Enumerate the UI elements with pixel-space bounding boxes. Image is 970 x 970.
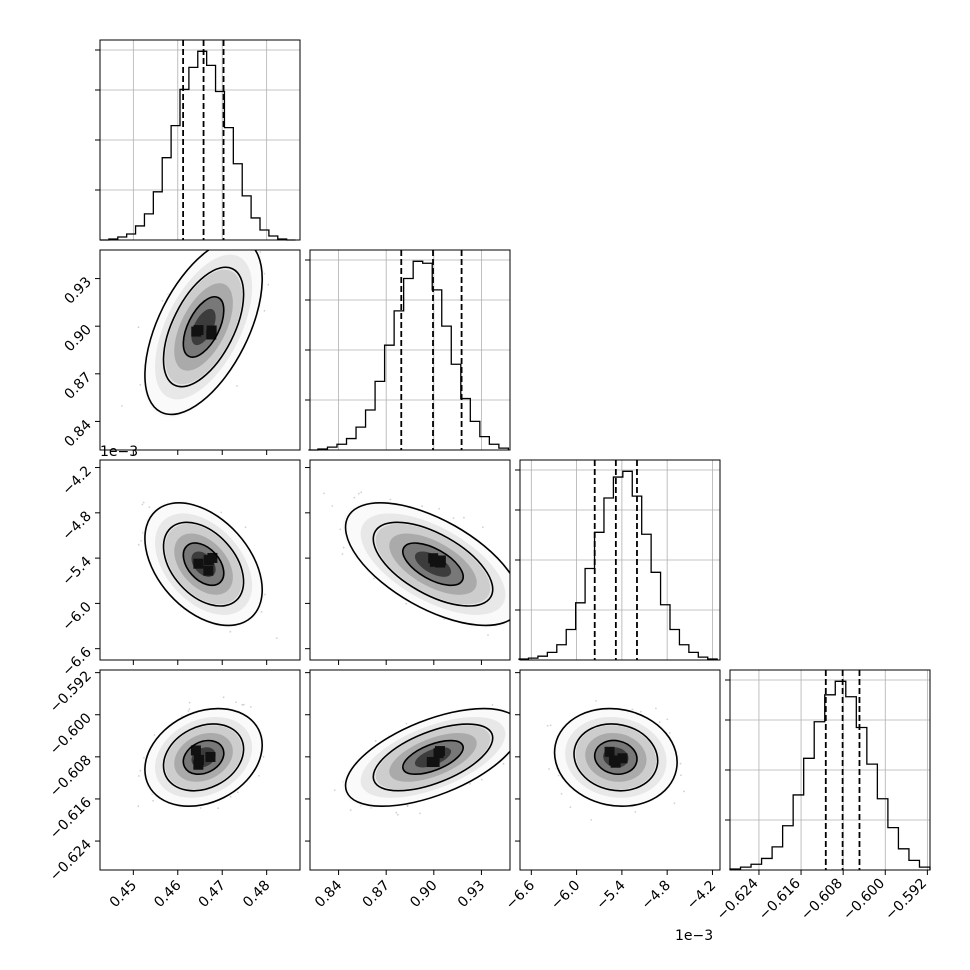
x-tick-label: −0.600 [840, 876, 888, 924]
histogram-steps [729, 680, 931, 870]
panel-content [546, 700, 685, 821]
y-tick-label: −6.0 [59, 599, 94, 634]
panel-content [333, 704, 510, 816]
y-tick-label: 0.93 [61, 274, 94, 307]
histogram-steps [518, 470, 718, 660]
x-tick-label: −4.2 [684, 878, 719, 913]
histogram-steps [308, 260, 510, 451]
density-cell [203, 565, 214, 576]
panel-frame [309, 459, 511, 661]
contour-line [402, 542, 464, 587]
density-cell [193, 558, 204, 569]
y-tick-label: 0.87 [61, 369, 94, 402]
contour-line [182, 542, 225, 587]
density-cell [205, 751, 216, 762]
histogram-panel-0 [95, 39, 301, 241]
scatter-panel-2-3: −6.6 −6.0 −5.4 −4.8 −4.2 1e−3 [503, 669, 721, 944]
contour-line [593, 739, 638, 776]
panel-frame [309, 669, 511, 871]
panel-frame [99, 459, 301, 661]
density-cell [434, 746, 445, 757]
x-tick-label: 0.87 [360, 878, 393, 911]
x-tick-label: 0.46 [151, 877, 184, 910]
x-tick-label: 0.93 [455, 878, 488, 911]
y-tick-label: −4.8 [59, 508, 94, 543]
contour-line [144, 707, 264, 808]
panel-content [137, 500, 278, 639]
contour-line [344, 707, 510, 808]
y-tick-label: −4.2 [59, 463, 94, 498]
x-tick-label: −6.6 [503, 877, 538, 912]
contour-line [553, 707, 678, 808]
density-cell [604, 746, 615, 757]
contour-line [573, 723, 659, 792]
panel-frame [519, 669, 721, 871]
histogram-steps [100, 50, 296, 241]
density-cell [608, 755, 619, 766]
contour-line [402, 739, 464, 776]
contour-line [162, 723, 245, 792]
x-tick-label: 0.47 [196, 878, 229, 911]
x-tick-label: 0.90 [407, 878, 440, 911]
scatter-panel-0-1: 0.84 0.87 0.90 0.93 [61, 249, 301, 455]
x-tick-label: −0.624 [714, 875, 762, 923]
histogram-panel-1 [305, 249, 511, 451]
contour-line [372, 723, 494, 792]
scatter-panel-1-2 [305, 459, 511, 665]
panel-frame [99, 39, 301, 241]
contour-line [372, 521, 494, 607]
scatter-panel-1-3: 0.84 0.87 0.90 0.93 [305, 669, 511, 911]
panel-frame [729, 669, 931, 871]
x-tick-label: −4.8 [639, 878, 674, 913]
density-cell [206, 329, 217, 340]
y-tick-label: 0.84 [61, 417, 94, 450]
x-tick-label: −5.4 [593, 877, 628, 912]
contour-line [162, 266, 245, 388]
density-cell [190, 745, 201, 756]
density-cell [617, 753, 628, 764]
x-tick-label: 0.45 [107, 878, 140, 911]
x-tick-label: −6.0 [548, 878, 583, 913]
contour-line [144, 250, 264, 416]
panel-content [121, 250, 270, 418]
scatter-panel-0-2: −6.6−6.0−5.4−4.8−4.21e−3 [59, 444, 301, 680]
panel-frame [309, 249, 511, 451]
panel-frame [99, 669, 301, 871]
x-tick-label: 0.84 [312, 877, 345, 910]
histogram-panel-3: −0.624−0.616−0.608−0.600−0.592 [714, 669, 931, 924]
contour-line [144, 502, 264, 627]
x-tick-label: −0.616 [756, 875, 804, 923]
contour-line [182, 739, 225, 776]
x-tick-label: −0.608 [798, 876, 846, 924]
contour-line [182, 296, 225, 358]
x-offset-label: 1e−3 [675, 928, 713, 944]
contour-line [344, 502, 510, 627]
y-offset-label: 1e−3 [100, 444, 138, 460]
y-tick-label: 0.90 [61, 322, 94, 355]
y-tick-label: −0.624 [47, 837, 95, 885]
panel-frame [99, 249, 301, 451]
y-tick-label: −0.608 [47, 752, 95, 800]
density-cell [207, 552, 218, 563]
y-tick-label: −0.600 [47, 710, 95, 758]
x-tick-label: 0.48 [240, 878, 273, 911]
density-cell [193, 325, 204, 336]
panel-frame [519, 459, 721, 661]
contour-line [162, 521, 245, 607]
histogram-panel-2 [515, 459, 721, 661]
density-cell [193, 759, 204, 770]
x-tick-label: −0.592 [882, 876, 930, 924]
y-tick-label: −0.616 [47, 794, 95, 842]
density-cell [429, 756, 440, 767]
y-tick-label: −5.4 [59, 554, 94, 589]
density-cell [435, 557, 446, 568]
density-cell [429, 556, 440, 567]
panel-content [137, 696, 265, 810]
panel-content [323, 491, 510, 636]
